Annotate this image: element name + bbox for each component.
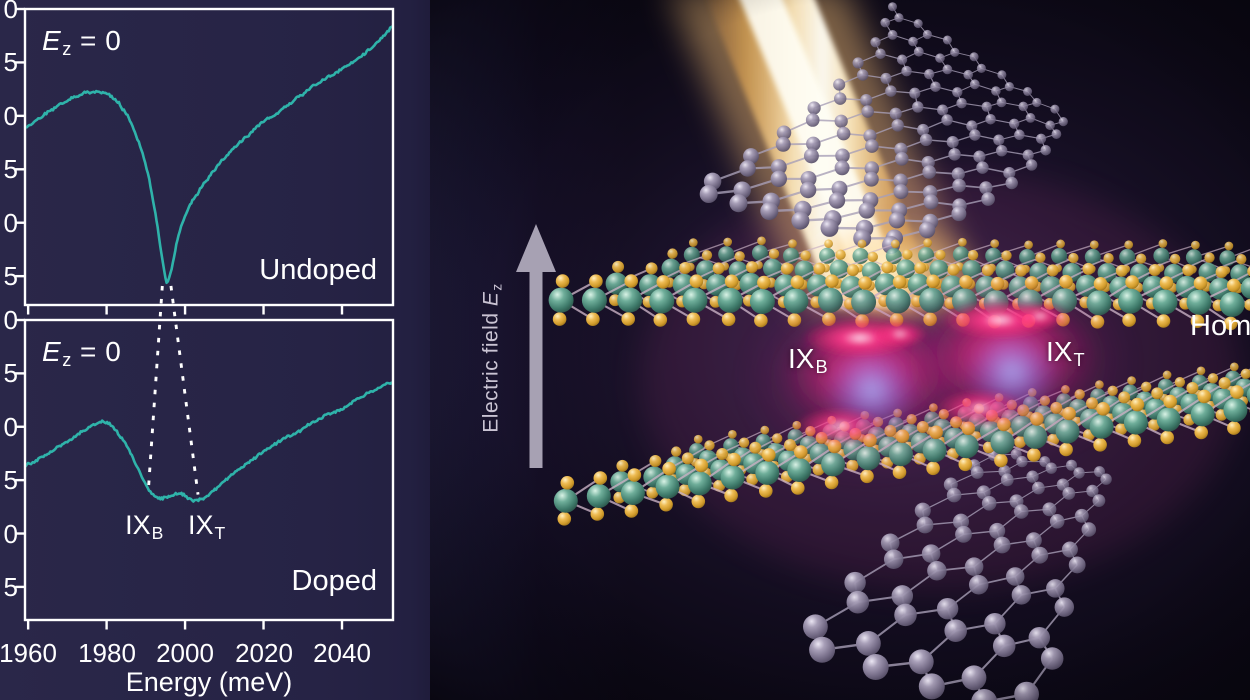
ix-main: IX — [1046, 336, 1073, 367]
y-tick: 5 — [3, 572, 18, 602]
x-tick: 1960 — [0, 638, 57, 668]
bottom-plot-corner-label: Doped — [291, 565, 377, 597]
field-sub: z — [62, 39, 72, 60]
field-var: E — [42, 336, 62, 367]
y-tick: 5 — [3, 154, 18, 184]
ix-main: IX — [788, 343, 815, 374]
y-tick: 0 — [3, 0, 18, 24]
x-tick: 1980 — [78, 638, 136, 668]
y-tick: 0 — [3, 208, 18, 238]
y-tick: 5 — [3, 358, 18, 388]
exciton-peak-label-top: IXT — [167, 510, 247, 544]
y-tick: 0 — [3, 412, 18, 442]
exciton-label-bottom-ixb: IXB — [788, 343, 828, 378]
field-var: E — [42, 25, 62, 56]
spectra-panel: Ez = 0 Undoped 0 5 0 5 0 5 Ez = 0 Doped … — [0, 0, 430, 700]
peak-sub: B — [151, 522, 164, 543]
electric-field-label: Electric field Ez — [480, 283, 505, 432]
field-rest: = 0 — [71, 336, 122, 367]
y-tick: 5 — [3, 47, 18, 77]
top-plot-corner-label: Undoped — [259, 254, 377, 286]
peak-sub: T — [214, 522, 226, 543]
spectra-chart-svg — [15, 7, 395, 630]
y-tick: 5 — [3, 465, 18, 495]
heterostructure-scene: Electric field Ez IXB IXT Hom — [430, 0, 1250, 700]
efield-var: E — [479, 291, 503, 307]
x-tick: 2040 — [313, 638, 371, 668]
peak-main: IX — [125, 510, 151, 540]
field-condition-label-bottom: Ez = 0 — [42, 336, 121, 371]
efield-sub: z — [489, 283, 505, 291]
x-tick: 2000 — [156, 638, 214, 668]
ix-sub: B — [815, 357, 828, 378]
clipped-right-edge-label: Hom — [1190, 310, 1250, 342]
y-tick: 0 — [3, 519, 18, 549]
y-tick: 5 — [3, 261, 18, 291]
exciton-peak-label-bottom: IXB — [104, 510, 184, 544]
x-tick: 2020 — [235, 638, 293, 668]
ix-sub: T — [1073, 350, 1085, 371]
peak-main: IX — [188, 510, 214, 540]
y-tick: 0 — [3, 101, 18, 131]
field-rest: = 0 — [71, 25, 122, 56]
field-sub: z — [62, 350, 72, 371]
field-condition-label-top: Ez = 0 — [42, 25, 121, 60]
y-tick: 0 — [3, 305, 18, 335]
exciton-label-top-ixt: IXT — [1046, 336, 1085, 371]
scene-illustration-svg — [430, 0, 1250, 700]
efield-text: Electric field — [479, 306, 503, 433]
x-axis-title: Energy (meV) — [125, 667, 293, 697]
